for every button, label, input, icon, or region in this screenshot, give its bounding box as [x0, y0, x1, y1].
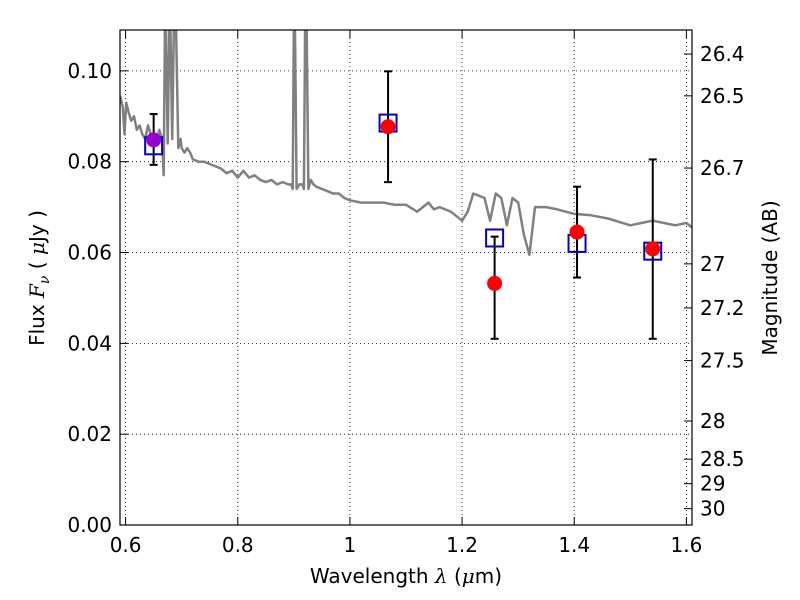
model-spectrum-layer	[120, 30, 692, 257]
observed-square-point	[485, 228, 505, 248]
x-tick-label: 1.4	[558, 533, 590, 557]
model-circle-point	[569, 224, 585, 240]
x-tick-label: 1.2	[446, 533, 478, 557]
model-circle-point	[380, 119, 396, 135]
y-axis-label: Flux Fν ( μJy )	[25, 210, 53, 346]
model-circle-point	[146, 132, 162, 148]
y2-tick-label: 29	[700, 472, 725, 496]
y2-tick-label: 30	[700, 497, 725, 521]
model-circle-point	[487, 275, 503, 291]
x-axis-label: Wavelength λ (μm)	[310, 564, 502, 588]
y2-axis-label: Magnitude (AB)	[758, 200, 782, 355]
y-tick-label: 0.10	[67, 59, 112, 83]
grid	[120, 30, 692, 526]
plot-frame	[119, 29, 693, 526]
x-tick-label: 0.6	[110, 533, 142, 557]
y2-tick-label: 26.7	[700, 156, 745, 180]
y2-tick-label: 26.5	[700, 84, 745, 108]
y2-tick-label: 27.5	[700, 349, 745, 373]
model-spectrum-line	[120, 30, 692, 257]
model-circle-layer	[146, 119, 661, 291]
y2-tick-label: 26.4	[700, 42, 745, 66]
y2-tick-label: 27	[700, 252, 725, 276]
model-circle-point	[645, 241, 661, 257]
y2-tick-label: 28	[700, 409, 725, 433]
ticks: 0.6 0.8 1 1.2 1.4 1.6 0.00 0.02 0.04 0.06 0.08 0.10…	[67, 30, 745, 557]
y2-tick-label: 27.2	[700, 296, 745, 320]
y-tick-label: 0.02	[67, 422, 112, 446]
y-tick-label: 0.06	[67, 241, 112, 265]
y-tick-label: 0.00	[67, 513, 112, 537]
x-tick-label: 1.6	[670, 533, 702, 557]
y2-tick-label: 28.5	[700, 447, 745, 471]
observed-square-layer	[144, 113, 663, 261]
x-tick-label: 0.8	[222, 533, 254, 557]
x-tick-label: 1	[344, 533, 357, 557]
y-tick-label: 0.08	[67, 150, 112, 174]
y-tick-label: 0.04	[67, 331, 112, 355]
